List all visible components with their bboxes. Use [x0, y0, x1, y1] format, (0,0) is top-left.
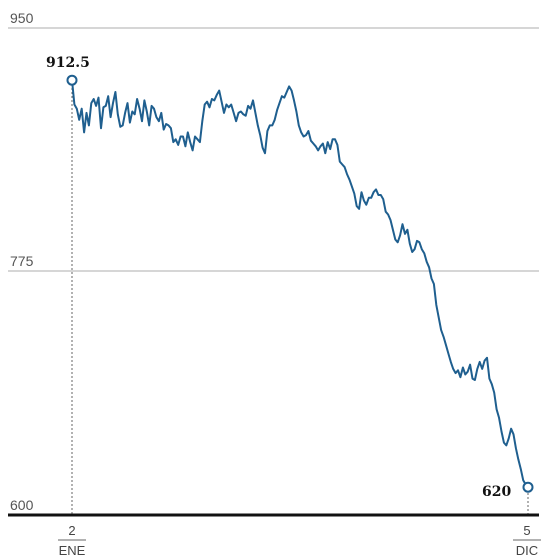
x-tick-label-end-month: DIC [516, 543, 538, 558]
end-value-label: 620 [482, 484, 511, 500]
y-tick-label-950: 950 [10, 10, 34, 26]
start-value-label: 912.5 [46, 55, 90, 71]
x-tick-label-end-day: 5 [523, 523, 530, 538]
start-point-marker [66, 74, 78, 86]
y-tick-label-775: 775 [10, 253, 34, 269]
series-line [71, 79, 529, 489]
x-tick-label-start-day: 2 [68, 523, 75, 538]
y-tick-label-600: 600 [10, 497, 34, 513]
end-point-marker [522, 481, 534, 493]
x-tick-label-start-month: ENE [59, 543, 86, 558]
